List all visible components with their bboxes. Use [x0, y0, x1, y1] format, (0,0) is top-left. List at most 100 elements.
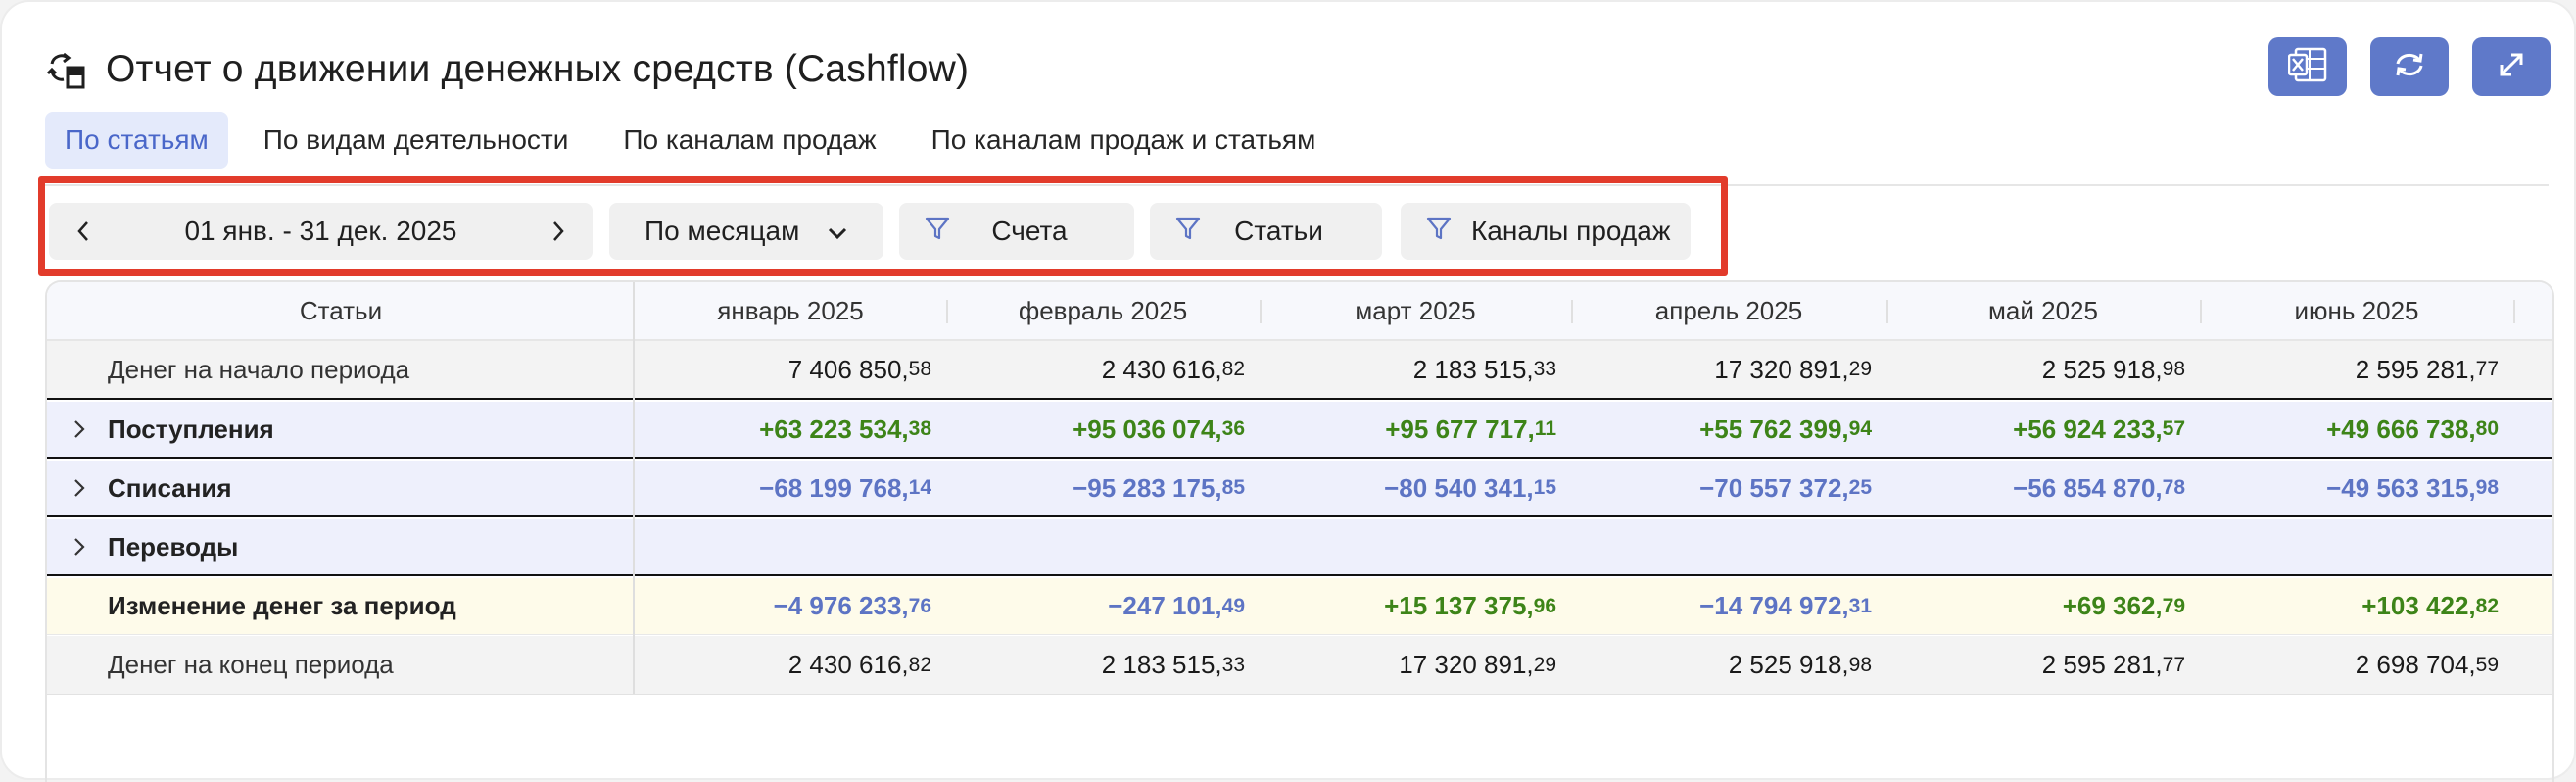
column-header-month[interactable]: апрель 2025	[1654, 295, 1803, 325]
tab-by-articles[interactable]: По статьям	[45, 112, 228, 169]
table-row-net-change: Изменение денег за период −4 976 233, 76−…	[47, 578, 2552, 635]
value-integer: 2 698 704,	[2355, 650, 2476, 679]
table-row-payments[interactable]: Списания −68 199 768, 14 −95 283 175, 85 −80…	[47, 461, 2552, 517]
row-label: Списания	[108, 472, 232, 503]
value-decimals: 31	[1848, 594, 1872, 617]
first-column-divider	[633, 282, 635, 694]
value-integer: −70 557 372,	[1699, 472, 1849, 503]
value-integer: 2 595 281,	[2355, 354, 2476, 384]
value-integer: +95 677 717,	[1385, 414, 1535, 444]
value-integer: +103 422,	[2361, 591, 2476, 620]
excel-icon	[2287, 47, 2327, 87]
value-decimals: 29	[1848, 358, 1872, 380]
refresh-button[interactable]	[2370, 37, 2449, 96]
column-header-month[interactable]: май 2025	[1988, 295, 2098, 325]
chevron-right-icon[interactable]	[69, 477, 90, 499]
period-select[interactable]: По месяцам	[609, 203, 883, 260]
column-header-month[interactable]: январь 2025	[717, 295, 864, 325]
value-decimals: 57	[2162, 417, 2185, 440]
column-header-articles[interactable]: Статьи	[299, 295, 383, 325]
value-integer: −14 794 972,	[1699, 591, 1849, 620]
cashflow-icon	[45, 49, 86, 90]
table-cell-value: −49 563 315, 98	[2326, 461, 2499, 515]
table-row-transfers[interactable]: Переводы	[47, 519, 2552, 576]
sales-channels-filter-label: Каналы продаж	[1471, 216, 1671, 246]
filter-icon	[1175, 216, 1201, 248]
value-integer: +56 924 233,	[2013, 414, 2163, 444]
value-decimals: 82	[1221, 358, 1245, 380]
value-decimals: 85	[1221, 476, 1245, 499]
date-range-picker[interactable]: 01 янв. - 31 дек. 2025	[49, 203, 593, 260]
row-label: Денег на начало периода	[108, 354, 410, 384]
chevron-right-icon[interactable]	[69, 536, 90, 558]
tab-by-channels-and-articles[interactable]: По каналам продаж и статьям	[930, 124, 1316, 155]
date-range-label: 01 янв. - 31 дек. 2025	[184, 216, 457, 246]
column-header-month[interactable]: июнь 2025	[2294, 295, 2419, 325]
table-cell-value: 17 320 891, 29	[1714, 341, 1872, 398]
accounts-filter[interactable]: Счета	[899, 203, 1134, 260]
value-integer: +95 036 074,	[1073, 414, 1222, 444]
chevron-right-icon[interactable]	[69, 418, 90, 440]
tab-by-channels[interactable]: По каналам продаж	[623, 124, 877, 155]
table-cell-value: +55 762 399, 94	[1699, 402, 1872, 457]
value-integer: 17 320 891,	[1399, 650, 1534, 679]
value-decimals: 38	[908, 417, 931, 440]
value-integer: 2 183 515,	[1412, 354, 1534, 384]
table-row-receipts[interactable]: Поступления +63 223 534, 38 +95 036 074, 36…	[47, 402, 2552, 459]
table-cell-value: −247 101, 49	[1108, 578, 1245, 634]
value-integer: 17 320 891,	[1714, 354, 1849, 384]
table-cell-value: 17 320 891, 29	[1399, 636, 1556, 694]
value-decimals: 29	[1533, 653, 1556, 676]
page-title: Отчет о движении денежных средств (Cashf…	[106, 48, 970, 90]
prev-period-button[interactable]	[71, 219, 96, 244]
table-cell-value: 2 698 704, 59	[2356, 636, 2499, 694]
value-integer: 2 525 918,	[1728, 650, 1849, 679]
value-decimals: 33	[1533, 358, 1556, 380]
value-decimals: 11	[1534, 417, 1556, 440]
sales-channels-filter[interactable]: Каналы продаж	[1401, 203, 1691, 260]
value-decimals: 33	[1221, 653, 1245, 676]
value-decimals: 76	[908, 594, 931, 617]
column-separator[interactable]	[1571, 300, 1573, 323]
value-integer: −95 283 175,	[1073, 472, 1222, 503]
row-label: Денег на конец периода	[108, 650, 394, 679]
column-separator[interactable]	[946, 300, 948, 323]
value-integer: −68 199 768,	[759, 472, 909, 503]
refresh-icon	[2392, 50, 2427, 84]
expand-button[interactable]	[2472, 37, 2551, 96]
value-decimals: 78	[2162, 476, 2185, 499]
report-tabs: По статьям По видам деятельности По кана…	[45, 112, 1351, 169]
table-cell-value: −56 854 870, 78	[2013, 461, 2185, 515]
column-header-month[interactable]: март 2025	[1355, 295, 1476, 325]
table-cell-value: 2 525 918, 98	[1729, 636, 1872, 694]
header-actions	[2268, 37, 2551, 96]
table-cell-value: +15 137 375, 96	[1384, 578, 1556, 634]
table-cell-value: +69 362, 79	[2063, 578, 2185, 634]
value-decimals: 80	[2475, 417, 2499, 440]
value-integer: +55 762 399,	[1699, 414, 1849, 444]
table-cell-value: 2 183 515, 33	[1413, 341, 1556, 398]
articles-filter[interactable]: Статьи	[1150, 203, 1382, 260]
table-cell-value: −70 557 372, 25	[1699, 461, 1872, 515]
row-label: Поступления	[108, 414, 274, 444]
tab-by-activity[interactable]: По видам деятельности	[262, 124, 569, 155]
table-cell-value: +63 223 534, 38	[759, 402, 931, 457]
column-separator[interactable]	[2200, 300, 2202, 323]
next-period-button[interactable]	[546, 219, 571, 244]
column-separator[interactable]	[2513, 300, 2515, 323]
value-integer: +49 666 738,	[2326, 414, 2476, 444]
column-separator[interactable]	[1886, 300, 1888, 323]
excel-export-button[interactable]	[2268, 37, 2347, 96]
column-header-month[interactable]: февраль 2025	[1018, 295, 1188, 325]
table-cell-value: −95 283 175, 85	[1073, 461, 1245, 515]
tabs-divider	[45, 184, 2549, 186]
filter-icon	[925, 216, 950, 248]
value-decimals: 96	[1533, 594, 1556, 617]
value-integer: −80 540 341,	[1384, 472, 1534, 503]
column-separator[interactable]	[1260, 300, 1262, 323]
table-cell-value: +49 666 738, 80	[2326, 402, 2499, 457]
value-decimals: 82	[908, 653, 931, 676]
value-integer: 2 430 616,	[787, 650, 909, 679]
value-decimals: 15	[1533, 476, 1556, 499]
